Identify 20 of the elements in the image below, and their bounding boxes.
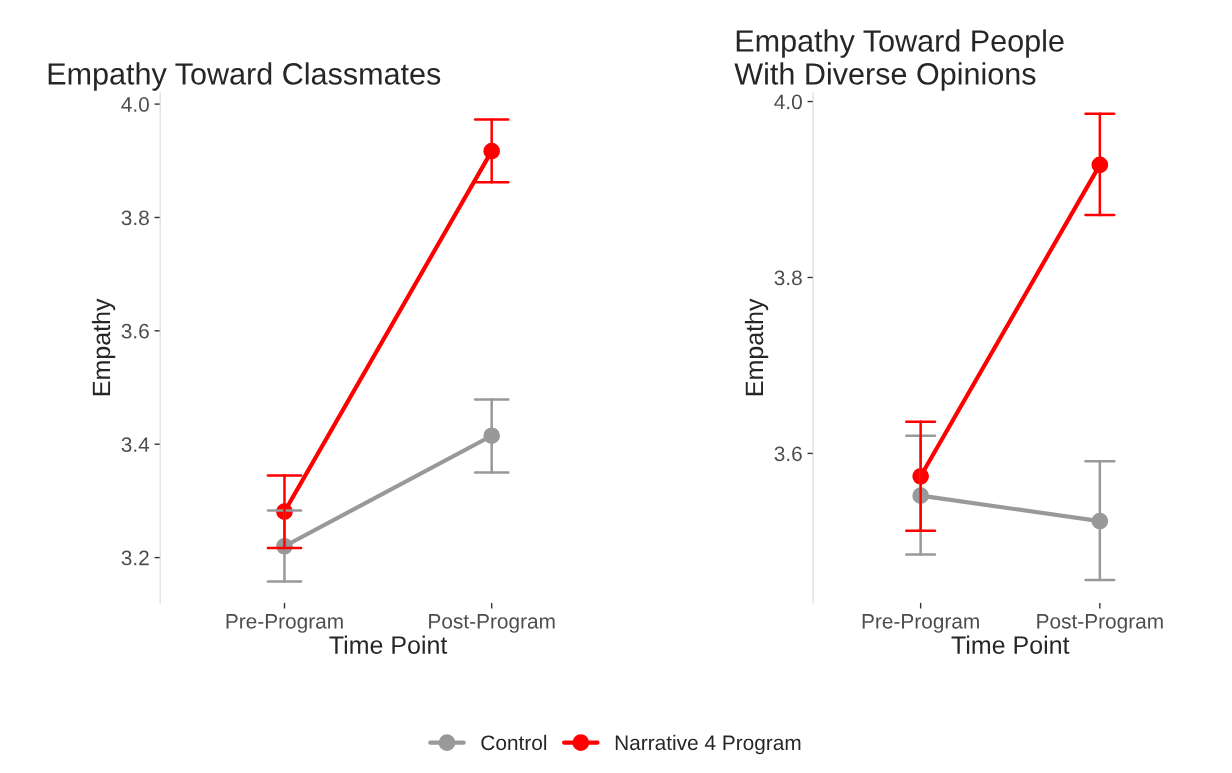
y-tick-label: 4.0 [121,97,149,112]
x-tick-label: Pre-Program [226,614,343,633]
y-tick-label: 3.6 [121,323,149,339]
x-tick-label: Post-Program [429,614,555,633]
legend-label: Narrative 4 Program [615,734,801,755]
y-tick-label: 3.8 [121,210,149,226]
y-axis-title: Empathy [91,298,116,396]
x-axis-title: Time Point [951,635,1070,654]
y-axis-title: Empathy [744,298,769,396]
legend-label: Control [481,734,547,751]
y-tick-label: 3.6 [774,446,802,462]
chart-title: Empathy Toward Classmates [48,62,441,91]
chart-title: Empathy Toward People With Diverse Opinions [734,29,1064,91]
x-axis-title: Time Point [329,635,448,654]
y-tick-label: 3.2 [121,550,149,566]
x-tick-label: Pre-Program [862,614,979,633]
y-tick-label: 3.4 [121,437,150,452]
y-tick-label: 4.0 [774,94,802,110]
y-tick-label: 3.8 [774,270,802,286]
x-tick-label: Post-Program [1037,614,1163,633]
